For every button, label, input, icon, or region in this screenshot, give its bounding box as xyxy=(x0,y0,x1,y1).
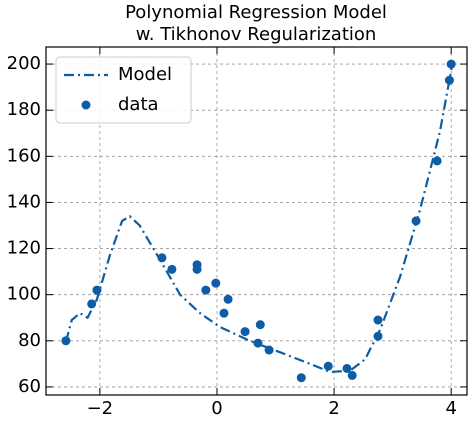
data-point xyxy=(201,285,211,295)
y-tick-label: 100 xyxy=(7,284,41,305)
data-point xyxy=(296,373,306,383)
model-line xyxy=(64,63,454,374)
data-point xyxy=(167,264,177,274)
y-tick-label: 200 xyxy=(7,53,41,74)
data-point xyxy=(373,315,383,325)
data-point xyxy=(61,336,71,346)
data-point xyxy=(342,363,352,373)
data-point xyxy=(87,299,97,309)
data-point xyxy=(411,216,421,226)
data-point xyxy=(255,320,265,330)
data-point xyxy=(347,370,357,380)
plot-frame xyxy=(45,46,468,396)
data-point xyxy=(446,59,456,69)
data-point xyxy=(253,338,263,348)
data-point xyxy=(219,308,229,318)
data-point xyxy=(373,331,383,341)
x-tick-label: 4 xyxy=(445,398,456,418)
y-tick-label: 80 xyxy=(18,330,41,351)
legend-marker xyxy=(81,100,91,110)
y-tick-label: 160 xyxy=(7,145,41,166)
x-tick-label: 2 xyxy=(328,398,339,418)
y-tick-label: 120 xyxy=(7,238,41,259)
data-point xyxy=(444,75,454,85)
data-point xyxy=(192,264,202,274)
data-point xyxy=(223,294,233,304)
chart-title: Polynomial Regression Model xyxy=(125,2,387,23)
data-point xyxy=(92,285,102,295)
y-tick-label: 140 xyxy=(7,191,41,212)
data-point xyxy=(432,156,442,166)
x-tick-label: −2 xyxy=(87,398,114,418)
y-tick-label: 180 xyxy=(7,99,41,120)
data-point xyxy=(211,278,221,288)
data-point xyxy=(240,327,250,337)
legend-label: Model xyxy=(118,64,172,85)
x-tick-label: 0 xyxy=(211,398,222,418)
data-point xyxy=(264,345,274,355)
data-point xyxy=(157,253,167,263)
y-tick-label: 60 xyxy=(18,376,41,397)
chart-title: w. Tikhonov Regularization xyxy=(136,24,377,45)
data-point xyxy=(323,361,333,371)
legend-label: data xyxy=(118,94,159,115)
